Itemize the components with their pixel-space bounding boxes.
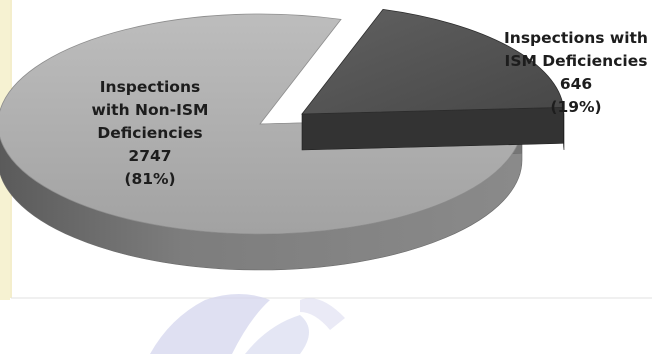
slice-ism bbox=[301, 8, 564, 115]
slice-cut-face-ism bbox=[301, 107, 564, 151]
slice-label-non-ism: Inspections with Non-ISM Deficiencies 2747 (… bbox=[92, 78, 209, 188]
watermark-emblem bbox=[150, 294, 270, 354]
label-big-line-1: with Non-ISM bbox=[92, 101, 209, 119]
label-big-line-4: (81%) bbox=[124, 170, 175, 188]
label-small-line-3: (19%) bbox=[550, 98, 601, 116]
slice-non-ism bbox=[0, 13, 523, 235]
label-small-line-1: ISM Deficiencies bbox=[505, 52, 648, 70]
watermark-text-arc bbox=[300, 298, 345, 330]
label-big-line-2: Deficiencies bbox=[97, 124, 202, 142]
watermark-emblem-2 bbox=[245, 315, 309, 354]
label-small-line-0: Inspections with bbox=[504, 29, 648, 47]
pie-slices bbox=[0, 8, 565, 271]
label-big-line-0: Inspections bbox=[100, 78, 200, 96]
label-small-line-2: 646 bbox=[560, 75, 592, 93]
label-big-line-3: 2747 bbox=[128, 147, 171, 165]
slice-label-ism: Inspections with ISM Deficiencies 646 (19%) bbox=[504, 29, 648, 116]
